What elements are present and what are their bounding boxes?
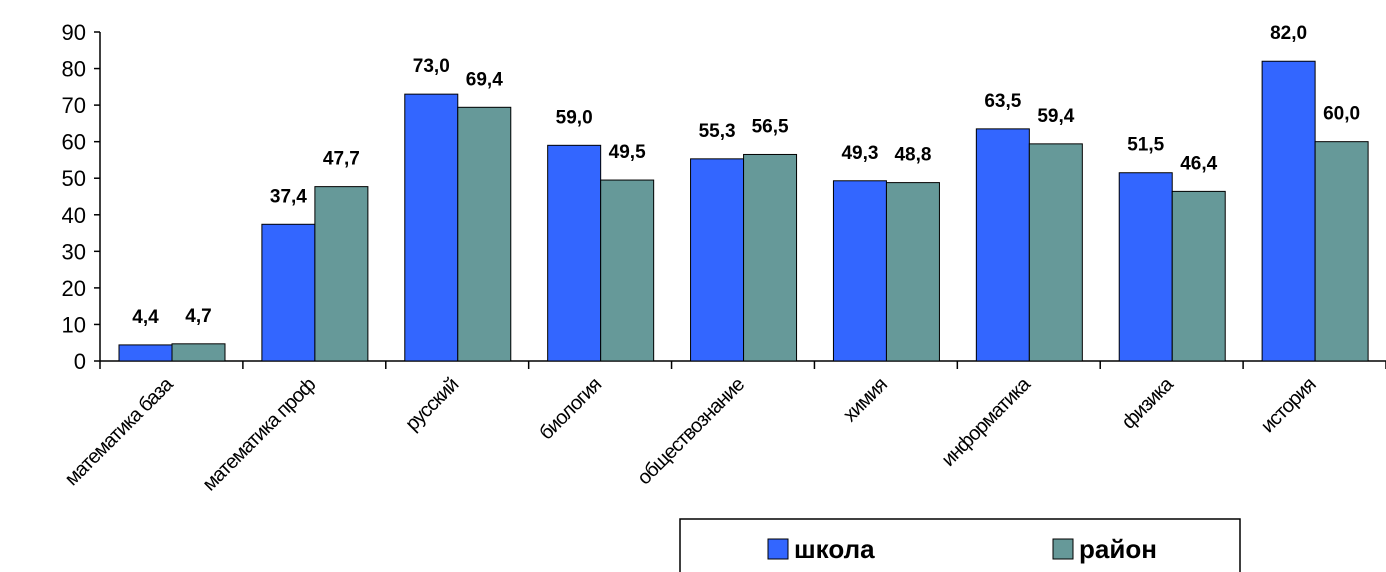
- value-label: 49,3: [841, 143, 878, 164]
- legend-swatch-район: [1052, 538, 1074, 560]
- value-label: 59,4: [1037, 106, 1074, 127]
- value-label: 63,5: [984, 91, 1021, 112]
- y-tick-label: 90: [62, 20, 86, 45]
- legend-label-район: район: [1079, 534, 1157, 564]
- x-tick-label: история: [1257, 374, 1320, 437]
- value-labels: 4,4 37,4 73,0 59,0 55,3 49,3 63,5 51,5 82,0 4,7 47…: [132, 23, 1360, 328]
- value-label: 37,4: [270, 186, 307, 207]
- y-tick-label: 30: [62, 239, 86, 264]
- x-tick-label: математика база: [61, 373, 179, 491]
- value-label: 56,5: [752, 116, 789, 137]
- value-label: 59,0: [556, 107, 593, 128]
- y-tick-label: 10: [62, 312, 86, 337]
- x-tick-label: биология: [535, 374, 606, 445]
- bars: [118, 60, 1369, 362]
- value-label: 4,4: [132, 307, 159, 328]
- x-tick-label: физика: [1118, 373, 1179, 434]
- x-tick-label: информатика: [937, 373, 1035, 471]
- legend: школа район: [679, 518, 1241, 572]
- bar-район: [457, 106, 512, 362]
- legend-label-школа: школа: [794, 534, 875, 564]
- bar-школа: [1118, 172, 1173, 362]
- bar-район: [171, 343, 226, 362]
- value-label: 51,5: [1127, 135, 1164, 156]
- bar-район: [600, 179, 655, 362]
- bar-район: [1028, 143, 1083, 362]
- y-tick-label: 50: [62, 166, 86, 191]
- x-tick-label: русский: [401, 374, 462, 435]
- bar-школа: [1261, 60, 1316, 362]
- bar-школа: [261, 223, 316, 362]
- x-tick-label: математика проф: [198, 374, 320, 496]
- x-tick-label: обществознание: [633, 373, 749, 489]
- value-label: 49,5: [609, 142, 646, 163]
- value-label: 73,0: [413, 56, 450, 77]
- value-label: 46,4: [1180, 153, 1217, 174]
- bar-школа: [832, 180, 887, 362]
- x-axis: математика база математика проф русский био…: [61, 360, 1386, 496]
- bar-район: [1314, 141, 1369, 362]
- x-tick-label: химия: [839, 374, 891, 426]
- value-label: 4,7: [185, 306, 211, 327]
- y-tick-label: 40: [62, 203, 86, 228]
- bar-район: [743, 153, 798, 362]
- bar-район: [885, 182, 940, 362]
- bar-школа: [690, 158, 745, 362]
- y-tick-label: 0: [74, 349, 86, 374]
- bar-район: [1171, 190, 1226, 362]
- value-label: 47,7: [323, 149, 360, 170]
- bar-школа: [404, 93, 459, 362]
- y-tick-label: 70: [62, 93, 86, 118]
- value-label: 69,4: [466, 69, 503, 90]
- value-label: 60,0: [1323, 104, 1360, 125]
- y-tick-label: 60: [62, 130, 86, 155]
- y-tick-label: 80: [62, 57, 86, 82]
- bar-школа: [975, 128, 1030, 362]
- bar-район: [314, 186, 369, 362]
- bar-школа: [547, 144, 602, 362]
- value-label: 82,0: [1270, 23, 1307, 44]
- y-axis: 0 10 20 30 40 50 60 70 80 90: [62, 20, 101, 374]
- value-label: 48,8: [894, 145, 931, 166]
- y-tick-label: 20: [62, 276, 86, 301]
- legend-swatch-школа: [767, 538, 789, 560]
- value-label: 55,3: [699, 121, 736, 142]
- bar-школа: [118, 344, 173, 362]
